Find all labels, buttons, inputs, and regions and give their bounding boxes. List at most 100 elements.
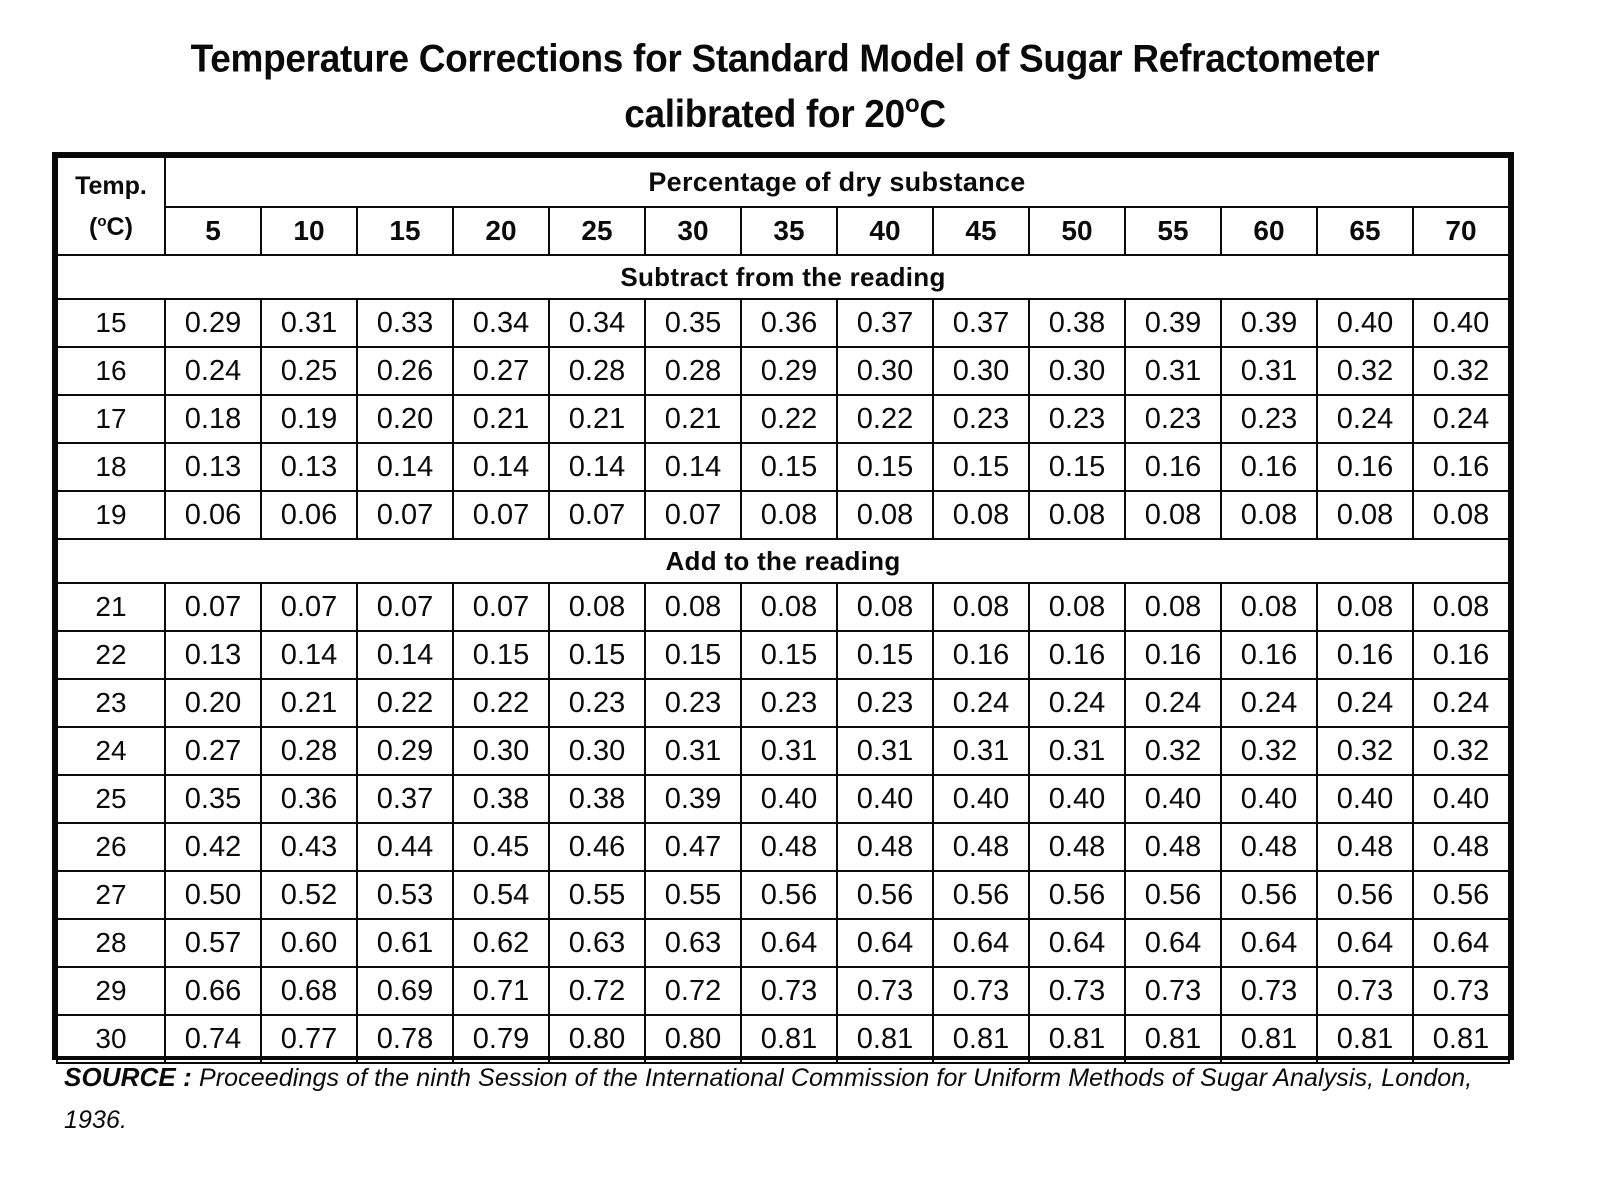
value-cell: 0.64	[1316, 918, 1414, 968]
value-cell: 0.16	[1412, 630, 1510, 680]
value-cell: 0.40	[1220, 774, 1318, 824]
value-cell: 0.42	[164, 822, 262, 872]
value-cell: 0.56	[1412, 870, 1510, 920]
value-cell: 0.08	[740, 490, 838, 540]
value-cell: 0.28	[644, 346, 742, 396]
value-cell: 0.73	[1412, 966, 1510, 1016]
temp-cell: 24	[56, 726, 166, 776]
value-cell: 0.73	[1316, 966, 1414, 1016]
value-cell: 0.14	[260, 630, 358, 680]
table-body: Subtract from the reading 15 0.29 0.31 0.33 0…	[56, 254, 1510, 1064]
value-cell: 0.72	[548, 966, 646, 1016]
value-cell: 0.81	[1028, 1014, 1126, 1064]
value-cell: 0.31	[740, 726, 838, 776]
table-row: 19 0.06 0.06 0.07 0.07 0.07 0.07 0.08 0.08 0.08 0.…	[56, 490, 1510, 540]
value-cell: 0.08	[1028, 582, 1126, 632]
value-cell: 0.64	[1220, 918, 1318, 968]
value-cell: 0.38	[548, 774, 646, 824]
value-cell: 0.16	[1124, 442, 1222, 492]
value-cell: 0.45	[452, 822, 550, 872]
value-cell: 0.40	[740, 774, 838, 824]
value-cell: 0.27	[452, 346, 550, 396]
title-line-2: calibrated for 20oC	[624, 90, 946, 136]
value-cell: 0.15	[836, 630, 934, 680]
value-cell: 0.73	[836, 966, 934, 1016]
value-cell: 0.23	[932, 394, 1030, 444]
value-cell: 0.21	[452, 394, 550, 444]
value-cell: 0.08	[644, 582, 742, 632]
table-row: 22 0.13 0.14 0.14 0.15 0.15 0.15 0.15 0.15 0.16 0.…	[56, 630, 1510, 680]
column-header-row: 5 10 15 20 25 30 35 40 45 50 55 60 65 70	[57, 206, 1510, 256]
degree-symbol: o	[904, 90, 920, 119]
temp-cell: 23	[56, 678, 166, 728]
temp-cell: 25	[56, 774, 166, 824]
value-cell: 0.47	[644, 822, 742, 872]
temp-cell: 30	[56, 1014, 166, 1064]
value-cell: 0.24	[164, 346, 262, 396]
correction-table-frame: Temp. (oC) Percentage of dry substance 5…	[52, 152, 1514, 1064]
value-cell: 0.55	[548, 870, 646, 920]
value-cell: 0.16	[1316, 630, 1414, 680]
value-cell: 0.22	[452, 678, 550, 728]
value-cell: 0.15	[644, 630, 742, 680]
column-header: 10	[260, 206, 358, 256]
value-cell: 0.69	[356, 966, 454, 1016]
value-cell: 0.81	[1412, 1014, 1510, 1064]
column-header: 55	[1124, 206, 1222, 256]
value-cell: 0.64	[836, 918, 934, 968]
value-cell: 0.34	[548, 298, 646, 348]
table-row: 21 0.07 0.07 0.07 0.07 0.08 0.08 0.08 0.08 0.08 0.…	[56, 582, 1510, 632]
value-cell: 0.08	[836, 582, 934, 632]
value-cell: 0.08	[932, 582, 1030, 632]
value-cell: 0.23	[644, 678, 742, 728]
value-cell: 0.23	[740, 678, 838, 728]
value-cell: 0.37	[356, 774, 454, 824]
value-cell: 0.44	[356, 822, 454, 872]
value-cell: 0.43	[260, 822, 358, 872]
value-cell: 0.07	[356, 582, 454, 632]
value-cell: 0.22	[356, 678, 454, 728]
table-row: 23 0.20 0.21 0.22 0.22 0.23 0.23 0.23 0.23 0.24 0.…	[56, 678, 1510, 728]
value-cell: 0.74	[164, 1014, 262, 1064]
value-cell: 0.07	[164, 582, 262, 632]
value-cell: 0.08	[1028, 490, 1126, 540]
title-line-1: Temperature Corrections for Standard Mod…	[190, 36, 1380, 80]
value-cell: 0.37	[932, 298, 1030, 348]
value-cell: 0.13	[164, 630, 262, 680]
value-cell: 0.08	[1316, 582, 1414, 632]
value-cell: 0.28	[548, 346, 646, 396]
value-cell: 0.77	[260, 1014, 358, 1064]
temp-cell: 29	[56, 966, 166, 1016]
value-cell: 0.39	[1220, 298, 1318, 348]
value-cell: 0.35	[164, 774, 262, 824]
value-cell: 0.36	[740, 298, 838, 348]
value-cell: 0.40	[836, 774, 934, 824]
value-cell: 0.16	[1316, 442, 1414, 492]
value-cell: 0.81	[932, 1014, 1030, 1064]
value-cell: 0.39	[644, 774, 742, 824]
value-cell: 0.07	[644, 490, 742, 540]
value-cell: 0.48	[836, 822, 934, 872]
value-cell: 0.79	[452, 1014, 550, 1064]
column-header: 50	[1028, 206, 1126, 256]
value-cell: 0.15	[740, 630, 838, 680]
source-citation: SOURCE : Proceedings of the ninth Sessio…	[64, 1056, 1484, 1141]
temp-column-header: Temp. (oC)	[56, 156, 166, 256]
value-cell: 0.32	[1124, 726, 1222, 776]
value-cell: 0.16	[1028, 630, 1126, 680]
value-cell: 0.81	[1124, 1014, 1222, 1064]
value-cell: 0.78	[356, 1014, 454, 1064]
value-cell: 0.22	[740, 394, 838, 444]
value-cell: 0.08	[1124, 582, 1222, 632]
value-cell: 0.27	[164, 726, 262, 776]
value-cell: 0.38	[452, 774, 550, 824]
value-cell: 0.29	[356, 726, 454, 776]
temp-cell: 17	[56, 394, 166, 444]
value-cell: 0.16	[1220, 442, 1318, 492]
value-cell: 0.21	[548, 394, 646, 444]
value-cell: 0.25	[260, 346, 358, 396]
value-cell: 0.40	[1412, 298, 1510, 348]
value-cell: 0.07	[356, 490, 454, 540]
value-cell: 0.24	[1316, 678, 1414, 728]
value-cell: 0.48	[1220, 822, 1318, 872]
